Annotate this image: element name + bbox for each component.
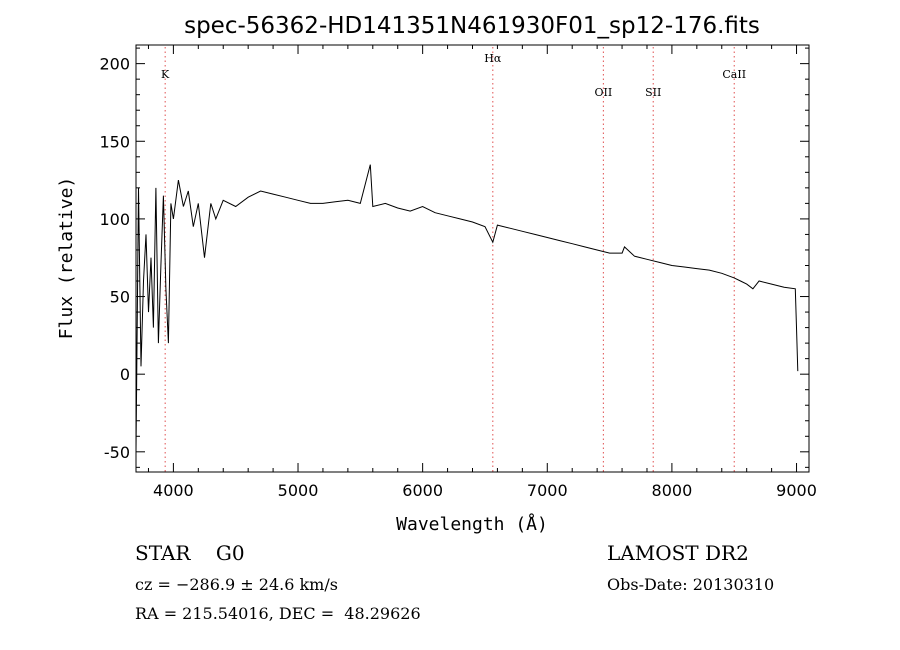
axis-ticks: 4000 5000 6000 7000 8000 9000 -50 0 50 100 150 200 [99,45,817,500]
x-tick-label: 5000 [278,481,319,500]
spectrum-line [136,164,799,452]
x-tick-label: 7000 [527,481,568,500]
marker-label: CaII [722,68,746,81]
x-axis-label: Wavelength (Å) [396,513,548,535]
series-layer [136,164,799,452]
x-tick-label: 8000 [652,481,693,500]
obs-date-readout: Obs-Date: 20130310 [607,575,775,594]
marker-label: K [161,68,170,81]
x-tick-label: 9000 [776,481,817,500]
y-tick-label: 50 [110,288,130,307]
line-markers: K Hα OII SII CaII [161,47,746,472]
y-axis-label: Flux (relative) [56,177,77,340]
y-tick-label: 150 [99,132,130,151]
x-tick-label: 6000 [402,481,443,500]
y-tick-label: 0 [120,365,130,384]
marker-label: OII [595,86,613,99]
x-tick-label: 4000 [153,481,194,500]
y-tick-label: 200 [99,55,130,74]
plot-frame [135,44,810,473]
marker-label: SII [645,86,661,99]
survey-label: LAMOST DR2 [607,541,749,565]
marker-label: Hα [484,52,502,65]
chart-title: spec-56362-HD141351N461930F01_sp12-176.f… [184,13,760,39]
y-tick-label: 100 [99,210,130,229]
coordinates-readout: RA = 215.54016, DEC = 48.29626 [135,604,421,623]
object-class-label: STAR G0 [135,541,245,565]
redshift-readout: cz = −286.9 ± 24.6 km/s [135,575,338,594]
y-tick-label: -50 [104,443,130,462]
spectrum-chart: spec-56362-HD141351N461930F01_sp12-176.f… [56,13,817,535]
